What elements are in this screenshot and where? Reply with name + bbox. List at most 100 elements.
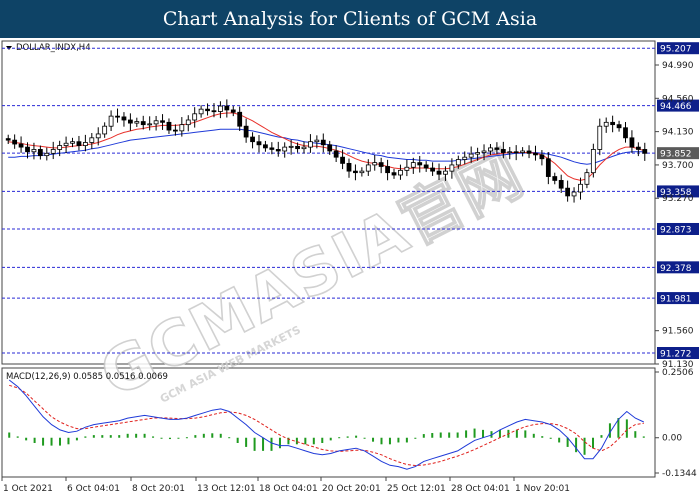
candle-body — [481, 150, 487, 153]
level-tag — [657, 222, 699, 235]
candle-body — [545, 158, 551, 177]
y-tick-label: 94.130 — [662, 128, 694, 138]
macd-hist-bar — [245, 437, 248, 447]
macd-hist-bar — [194, 435, 197, 438]
macd-hist-bar — [152, 436, 155, 438]
candle-body — [70, 141, 75, 144]
candle-body — [185, 119, 191, 126]
macd-hist-bar — [211, 433, 214, 438]
candle-body — [378, 162, 384, 167]
macd-hist-bar — [295, 437, 298, 445]
candle-body — [198, 108, 204, 115]
candle-body — [423, 164, 429, 169]
candle-body — [398, 169, 403, 176]
candle-body — [211, 110, 217, 113]
candle-body — [89, 137, 95, 143]
candle-body — [443, 170, 448, 175]
candle-body — [230, 109, 236, 113]
y-tick-label: 93.270 — [662, 194, 694, 204]
candle-body — [391, 172, 397, 176]
candle-body — [31, 149, 37, 153]
macd-hist-bar — [625, 419, 628, 438]
candle-body — [192, 113, 198, 121]
level-tag-label: 92.873 — [660, 225, 692, 235]
chart-area: GCMASIA官网 GCM ASIA WEB MARKETS DOLLAR_INDX… — [0, 38, 700, 500]
macd-hist-bar — [143, 433, 146, 438]
candle-body — [224, 105, 230, 111]
candle-body — [115, 115, 120, 118]
candle-body — [25, 146, 30, 153]
macd-hist-bar — [92, 435, 95, 438]
candle-body — [243, 125, 249, 138]
macd-hist-bar — [262, 437, 265, 451]
candle-body — [333, 150, 339, 158]
macd-hist-bar — [228, 437, 231, 439]
candle-body — [295, 145, 300, 150]
level-tag-label: 91.981 — [660, 295, 692, 305]
x-tick-label: 18 Oct 04:01 — [259, 484, 318, 494]
candle-body — [95, 133, 101, 139]
candle-body — [256, 141, 262, 146]
macd-hist-bar — [118, 435, 121, 438]
candle-body — [173, 129, 178, 132]
chart-title-banner: Chart Analysis for Clients of GCM Asia — [0, 0, 700, 38]
candle-body — [346, 162, 352, 172]
level-tag-label: 94.466 — [660, 102, 692, 112]
candle-body — [320, 139, 326, 146]
candle-body — [76, 141, 82, 146]
candle-body — [520, 150, 526, 153]
candle-body — [44, 152, 50, 157]
candle-body — [353, 170, 358, 174]
macd-hist-bar — [380, 437, 383, 445]
macd-hist-bar — [109, 435, 112, 438]
macd-hist-bar — [287, 437, 290, 445]
candle-body — [507, 151, 513, 154]
macd-hist-bar — [219, 433, 222, 438]
macd-hist-bar — [75, 437, 78, 441]
macd-hist-bar — [642, 436, 645, 438]
macd-hist-bar — [422, 434, 425, 438]
level-tag — [657, 292, 699, 305]
macd-hist-bar — [270, 437, 273, 451]
macd-y-tick-label: -0.1344 — [662, 469, 697, 479]
level-tag-label: 93.358 — [660, 188, 692, 198]
candle-body — [372, 162, 378, 166]
macd-hist-bar — [388, 437, 391, 445]
candle-body — [500, 149, 506, 153]
macd-hist-bar — [329, 437, 332, 441]
candle-body — [57, 145, 63, 150]
candle-body — [127, 119, 133, 124]
x-tick-label: 1 Nov 20:01 — [515, 484, 570, 494]
candle-body — [147, 123, 153, 126]
macd-hist-bar — [456, 432, 459, 438]
macd-hist-bar — [202, 433, 205, 438]
y-tick-label: 91.560 — [662, 327, 694, 337]
level-tag-label: 91.272 — [660, 350, 692, 360]
candle-body — [160, 120, 165, 123]
candle-body — [340, 156, 345, 164]
candle-body — [552, 176, 558, 181]
macd-hist-bar — [185, 437, 188, 439]
macd-hist-bar — [524, 430, 527, 438]
macd-hist-bar — [498, 429, 501, 438]
y-tick-label: 91.130 — [662, 360, 694, 370]
level-tag — [657, 147, 699, 160]
macd-panel-frame — [1, 367, 656, 478]
candle-body — [475, 152, 480, 155]
macd-hist-bar — [532, 433, 535, 438]
candle-body — [571, 191, 577, 197]
candle-body — [539, 154, 545, 160]
candle-body — [616, 124, 622, 129]
candle-body — [140, 121, 146, 126]
candle-body — [513, 151, 519, 154]
x-tick-label: 1 Oct 2021 — [3, 484, 53, 494]
candle-body — [282, 146, 288, 152]
candle-body — [597, 125, 603, 150]
candle-body — [237, 111, 243, 127]
candle-body — [565, 187, 571, 197]
candle-body — [327, 144, 333, 152]
candle-body — [37, 149, 43, 157]
candle-body — [642, 149, 648, 154]
candle-body — [533, 152, 538, 156]
macd-hist-bar — [8, 432, 11, 438]
